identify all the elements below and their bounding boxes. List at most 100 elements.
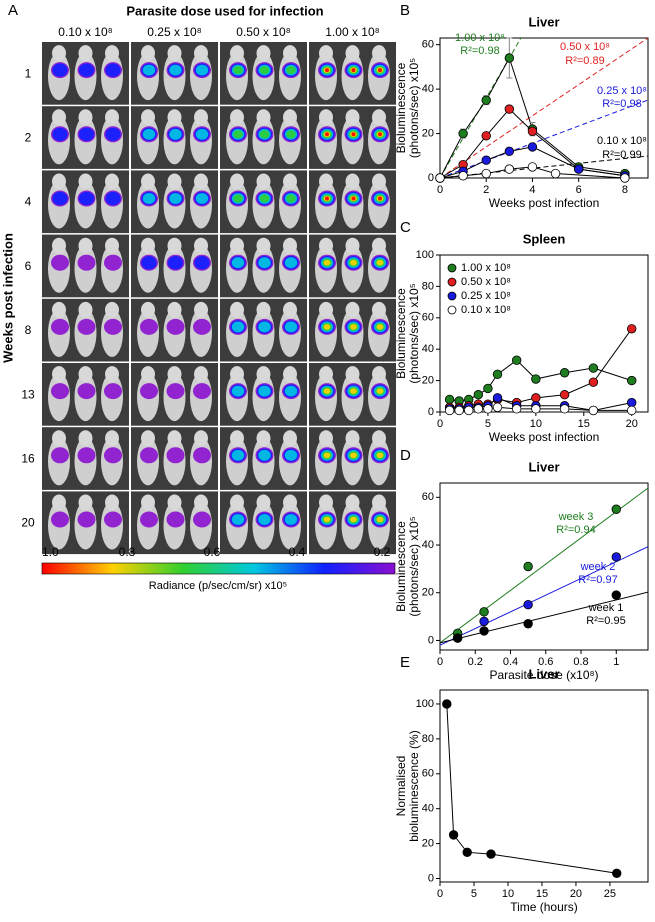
row-label: 20	[21, 516, 35, 530]
data-point	[620, 173, 630, 183]
signal	[166, 383, 185, 400]
legend-label: 0.25 x 10⁸	[461, 290, 511, 302]
data-point	[483, 383, 493, 394]
x-tick-label: 0.2	[468, 656, 483, 668]
mouse-head	[105, 109, 119, 126]
signal	[284, 321, 298, 333]
trend-name: week 2	[580, 561, 616, 573]
signal	[259, 130, 270, 139]
row-label: 4	[25, 195, 32, 209]
data-point	[504, 104, 515, 114]
trend-r2: R²=0.98	[602, 98, 641, 110]
y-tick-label: 20	[422, 127, 434, 139]
signal	[350, 388, 357, 394]
signal	[258, 321, 271, 333]
mouse-head	[167, 45, 182, 62]
data-point	[444, 394, 455, 405]
signal	[258, 257, 271, 269]
colorbar-tick-label: 1.0	[42, 545, 59, 559]
y-axis-label: (photons/sec) x10⁵	[407, 283, 421, 383]
trend-name: 1.00 x 10⁸	[455, 32, 505, 44]
row-label: 13	[21, 387, 35, 401]
signal	[140, 447, 158, 464]
data-point	[559, 368, 570, 378]
y-tick-label: 0	[428, 634, 434, 646]
signal	[323, 388, 331, 394]
trend-line	[440, 546, 648, 646]
mouse-head	[319, 237, 333, 254]
column-header: 0.50 x 10⁸	[236, 25, 290, 39]
x-tick-label: 1	[613, 656, 619, 668]
signal	[51, 383, 69, 400]
mouse-head	[256, 173, 271, 190]
mouse-head	[256, 45, 271, 62]
mouse-head	[345, 366, 360, 383]
y-tick-label: 60	[422, 768, 434, 780]
signal	[376, 516, 384, 523]
signal	[51, 318, 69, 335]
mouse-head	[256, 430, 271, 447]
x-tick-label: 15	[578, 418, 590, 430]
mouse-head	[141, 430, 155, 447]
signal	[142, 128, 156, 140]
y-tick-label: 40	[422, 83, 434, 95]
data-point	[527, 126, 538, 137]
x-tick-label: 15	[536, 888, 548, 900]
mouse-head	[230, 494, 244, 511]
trend-name: 0.10 x 10⁸	[597, 135, 647, 147]
signal	[195, 128, 209, 140]
panel-label: D	[400, 447, 411, 464]
data-point	[627, 397, 637, 408]
series-line	[446, 703, 617, 874]
x-tick-label: 8	[622, 184, 628, 196]
mouse-head	[52, 494, 66, 511]
signal	[231, 321, 245, 333]
mouse-head	[283, 109, 297, 126]
mouse-head	[319, 366, 333, 383]
mouse-head	[283, 45, 297, 62]
y-tick-label: 20	[422, 587, 434, 599]
column-header: 1.00 x 10⁸	[325, 25, 379, 39]
legend-marker	[447, 291, 457, 301]
column-header: 0.25 x 10⁸	[147, 25, 201, 39]
mouse-head	[78, 173, 93, 190]
signal	[351, 196, 356, 201]
trend-r2: R²=0.94	[556, 524, 595, 536]
signal	[52, 191, 68, 206]
signal	[323, 259, 331, 266]
signal	[258, 385, 271, 397]
data-point	[611, 504, 621, 514]
mouse-head	[78, 237, 93, 254]
x-tick-label: 4	[529, 184, 535, 196]
signal	[233, 66, 243, 75]
y-tick-label: 100	[416, 698, 434, 710]
signal	[77, 447, 96, 464]
y-tick-label: 0	[428, 172, 434, 184]
mouse-head	[372, 494, 386, 511]
mouse-head	[78, 109, 93, 126]
signal	[284, 385, 298, 397]
x-tick-label: 0	[437, 184, 443, 196]
mouse-head	[256, 237, 271, 254]
data-point	[435, 173, 445, 183]
signal	[325, 68, 329, 73]
signal	[351, 132, 356, 137]
colorbar-tick-label: 0.6	[204, 545, 221, 559]
column-header: 0.10 x 10⁸	[58, 25, 112, 39]
mouse-head	[256, 301, 271, 318]
data-point	[481, 155, 491, 165]
mouse-head	[52, 45, 66, 62]
signal	[286, 130, 296, 139]
signal	[376, 388, 384, 394]
mouse-head	[319, 494, 333, 511]
mouse-head	[194, 366, 208, 383]
mouse-head	[105, 173, 119, 190]
signal	[78, 127, 95, 141]
data-point	[523, 619, 533, 629]
mouse-head	[372, 173, 386, 190]
y-axis-label: (photons/sec) x10⁵	[407, 58, 421, 158]
signal	[193, 383, 211, 400]
signal	[77, 511, 96, 528]
data-point	[492, 393, 503, 403]
data-point	[523, 599, 533, 610]
